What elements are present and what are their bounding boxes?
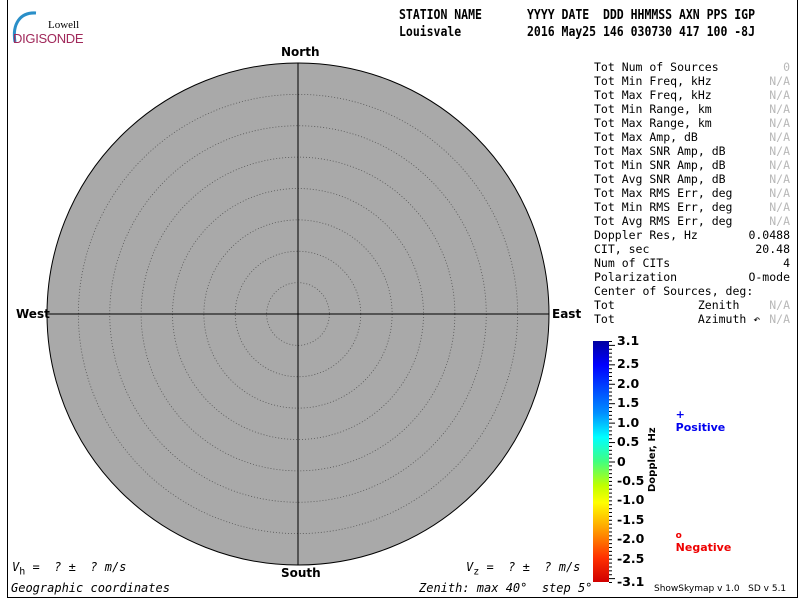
stat-label: Tot Min Freq, kHz [594, 74, 712, 88]
colorbar-tick-label: 0.5 [617, 434, 640, 450]
stat-value: N/A [769, 88, 790, 102]
stat-row: Num of CITs 4 [594, 256, 790, 270]
west-label: West [16, 307, 50, 321]
colorbar-tick-label: 0 [617, 453, 626, 469]
stat-row: Tot Max SNR Amp, dB N/A [594, 144, 790, 158]
stat-label: Tot Zenith [594, 298, 740, 312]
logo-text-bottom: DIGISONDE [13, 31, 84, 46]
stat-label: Tot Max Freq, kHz [594, 88, 712, 102]
stat-row: Tot Zenith N/A [594, 298, 790, 312]
legend-positive-label: Positive [675, 421, 726, 434]
colorbar-label: Doppler, Hz [647, 427, 658, 492]
stat-value: N/A [769, 312, 790, 326]
zenith-info: Zenith: max 40° step 5° [419, 581, 593, 595]
colorbar-tick-label: -0.5 [617, 472, 645, 488]
coordinate-system: Geographic coordinates [11, 581, 170, 595]
stat-row: Tot Min RMS Err, deg N/A [594, 200, 790, 214]
stat-row: Tot Min SNR Amp, dB N/A [594, 158, 790, 172]
legend-negative: o Negative [668, 515, 732, 554]
stat-label: Tot Num of Sources [594, 60, 719, 74]
doppler-colorbar [593, 341, 609, 582]
stat-value: N/A [769, 186, 790, 200]
north-label: North [281, 45, 320, 59]
east-label: East [552, 307, 582, 321]
logo-arc-icon [12, 11, 37, 43]
stat-value: N/A [769, 298, 790, 312]
stat-value: N/A [769, 74, 790, 88]
vz-readout: Vz = ? ± ? m/s [466, 560, 581, 578]
colorbar-tick-label: -1.0 [617, 492, 645, 508]
stat-label: Polarization [594, 270, 678, 284]
stat-value: N/A [769, 144, 790, 158]
stat-value: N/A [769, 102, 790, 116]
stat-value: N/A [769, 200, 790, 214]
stat-row: Tot Min Freq, kHz N/A [594, 74, 790, 88]
stat-row: Tot Min Range, km N/A [594, 102, 790, 116]
stat-row: Tot Avg RMS Err, deg N/A [594, 214, 790, 228]
stat-row: Tot Max RMS Err, deg N/A [594, 186, 790, 200]
stat-value: N/A [769, 116, 790, 130]
vh-readout: Vh = ? ± ? m/s [12, 560, 127, 578]
stat-row: Tot Max Range, km N/A [594, 116, 790, 130]
colorbar-tick-label: 2.5 [617, 356, 640, 372]
legend-positive: + Positive [668, 395, 726, 434]
plot-frame [7, 0, 798, 598]
stat-label: Tot Max SNR Amp, dB [594, 144, 726, 158]
stat-label: Tot Min Range, km [594, 102, 712, 116]
colorbar-tick-label: 1.0 [617, 414, 640, 430]
circle-icon: o [675, 531, 682, 541]
stat-label: Tot Avg SNR Amp, dB [594, 172, 726, 186]
colorbar-tick-label: -2.0 [617, 531, 645, 547]
stat-label: Tot Min SNR Amp, dB [594, 158, 726, 172]
stat-label: Tot Avg RMS Err, deg [594, 214, 733, 228]
stat-row: Polarization O-mode [594, 270, 790, 284]
stat-value: N/A [769, 172, 790, 186]
colorbar-tick-label: -2.5 [617, 550, 645, 566]
header-station-name: Louisvale [399, 24, 462, 40]
colorbar-tick-label: 3.1 [617, 333, 640, 348]
stat-row: Doppler Res, Hz 0.0488 [594, 228, 790, 242]
colorbar-tick-label: 2.0 [617, 375, 640, 391]
header-values: 2016 May25 146 030730 417 100 -8J [527, 24, 755, 40]
stat-row: Tot Avg SNR Amp, dB N/A [594, 172, 790, 186]
south-label: South [281, 566, 321, 580]
stat-row: Tot Max Amp, dB N/A [594, 130, 790, 144]
stat-value: O-mode [748, 270, 790, 284]
logo: Lowell DIGISONDE [10, 10, 90, 46]
stat-value: N/A [769, 214, 790, 228]
header-columns: YYYY DATE DDD HHMMSS AXN PPS IGP [527, 7, 755, 23]
stat-row: Tot Num of Sources 0 [594, 60, 790, 74]
stat-label: Tot Min RMS Err, deg [594, 200, 733, 214]
logo-text-top: Lowell [48, 19, 80, 31]
stat-label: Tot Max Amp, dB [594, 130, 698, 144]
legend-negative-label: Negative [675, 541, 732, 554]
stat-value: 20.48 [755, 242, 790, 256]
header-station-label: STATION NAME [399, 7, 482, 23]
colorbar-ticks [609, 341, 615, 583]
stat-label: Center of Sources, deg: [594, 284, 754, 298]
stat-row: Tot Max Freq, kHz N/A [594, 88, 790, 102]
stat-value: N/A [769, 130, 790, 144]
stat-label: Tot Max Range, km [594, 116, 712, 130]
skymap-plot [46, 62, 550, 566]
version-info: ShowSkymap v 1.0 SD v 5.1 [654, 584, 787, 594]
stat-label: Tot Azimuth ↶ [594, 312, 761, 326]
colorbar-tick-label: -3.1 [617, 574, 645, 589]
stat-value: 0.0488 [748, 228, 790, 242]
stat-value: N/A [769, 158, 790, 172]
stat-row: CIT, sec 20.48 [594, 242, 790, 256]
stat-label: Doppler Res, Hz [594, 228, 698, 242]
plus-icon: + [675, 408, 685, 421]
colorbar-tick-label: -1.5 [617, 511, 645, 527]
colorbar-tick-label: 1.5 [617, 395, 640, 411]
stat-value: 4 [783, 256, 790, 270]
stat-label: Num of CITs [594, 256, 671, 270]
stat-value: 0 [783, 60, 790, 74]
stat-label: CIT, sec [594, 242, 650, 256]
stat-label: Tot Max RMS Err, deg [594, 186, 733, 200]
stat-row: Tot Azimuth ↶ N/A [594, 312, 790, 326]
stat-row: Center of Sources, deg: [594, 284, 790, 298]
